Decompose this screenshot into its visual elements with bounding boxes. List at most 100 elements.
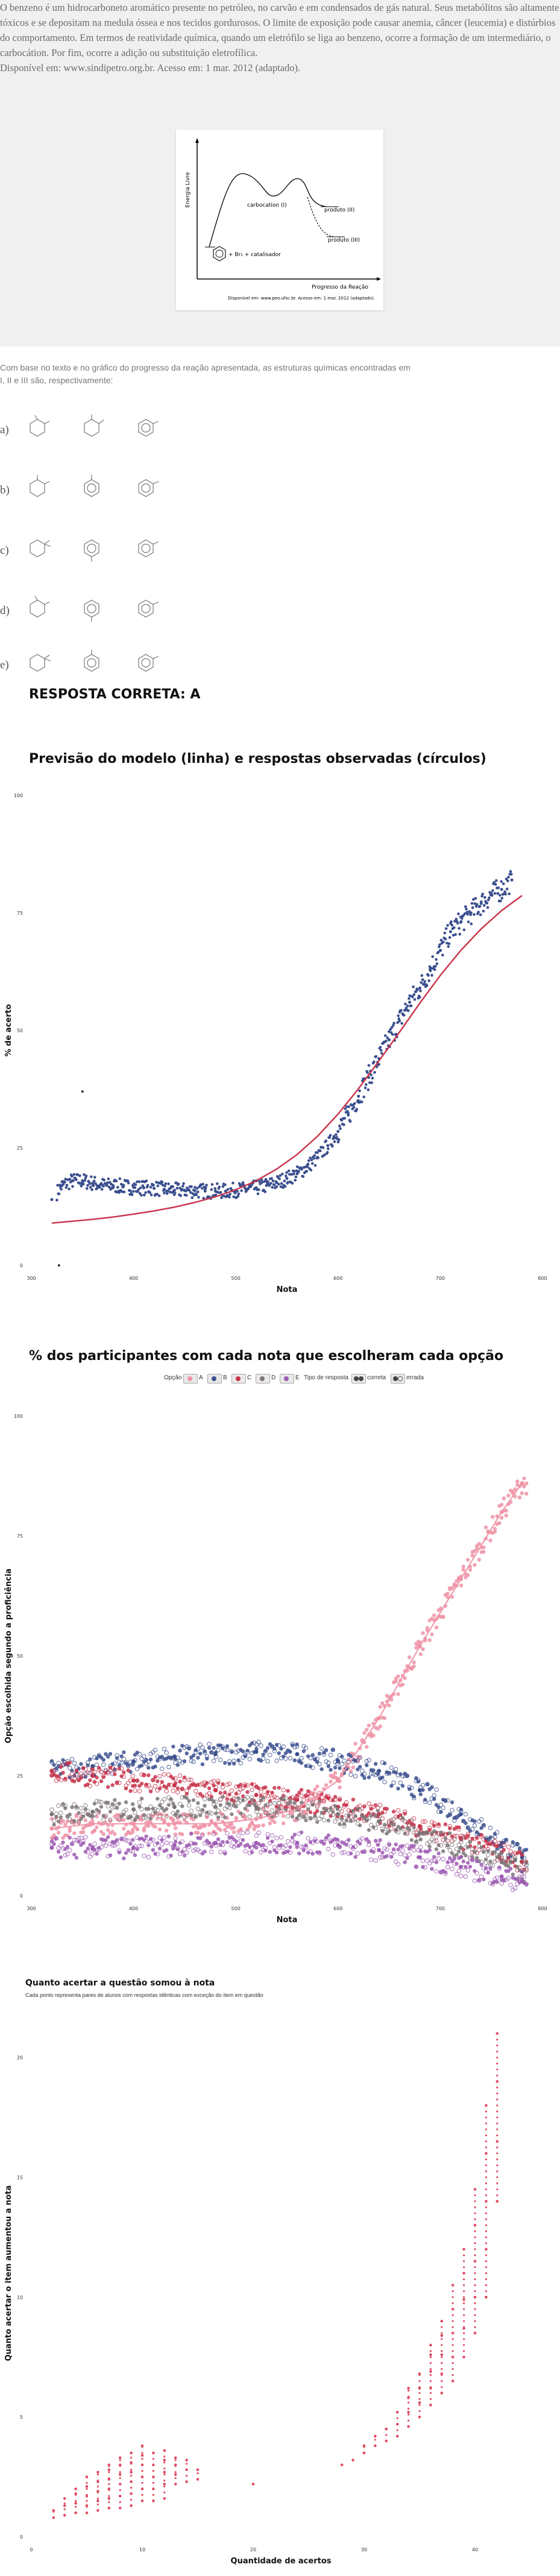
- observed-point: [213, 1189, 217, 1193]
- legend-swatch-e: [280, 1374, 294, 1384]
- option-b-point: [364, 1759, 369, 1764]
- option-c-point: [443, 1822, 448, 1826]
- option-b-point: [241, 1749, 245, 1753]
- alternative-a[interactable]: a): [0, 413, 560, 449]
- option-a-point: [378, 1705, 382, 1709]
- option-d-point: [256, 1813, 261, 1817]
- option-c-point: [146, 1773, 151, 1778]
- alternative-c-structures: [30, 539, 159, 562]
- contribution-point: [485, 2242, 488, 2245]
- option-d-point: [101, 1817, 106, 1822]
- option-b-point: [312, 1757, 318, 1761]
- option-c-point: [227, 1781, 232, 1787]
- option-e-point: [450, 1866, 455, 1872]
- option-e-point: [175, 1846, 180, 1851]
- option-e-point: [126, 1848, 130, 1852]
- observed-point: [173, 1191, 177, 1195]
- option-e-point: [87, 1854, 93, 1860]
- observed-point: [180, 1188, 184, 1191]
- option-e-point: [151, 1837, 156, 1842]
- observed-point: [470, 901, 474, 905]
- option-a-point: [290, 1811, 295, 1816]
- option-d-point: [371, 1825, 376, 1829]
- chart1-ytick: 0: [20, 1263, 23, 1268]
- observed-point: [448, 936, 451, 939]
- observed-point: [423, 980, 426, 983]
- option-e-point: [58, 1855, 63, 1860]
- contribution-point: [429, 2380, 432, 2383]
- observed-point: [279, 1185, 283, 1188]
- option-d-point: [272, 1800, 277, 1806]
- option-c-point: [272, 1785, 277, 1790]
- option-a-point: [256, 1823, 261, 1828]
- option-c-point: [297, 1790, 301, 1795]
- option-c-point: [497, 1840, 502, 1846]
- option-b-point: [236, 1758, 241, 1763]
- option-b-point: [121, 1757, 127, 1761]
- observed-point: [181, 1185, 184, 1188]
- alternative-a-structures: [30, 415, 159, 437]
- contribution-point: [441, 2380, 443, 2383]
- option-d-point: [200, 1808, 205, 1812]
- option-b-point: [126, 1764, 131, 1769]
- observed-point: [431, 955, 434, 958]
- observed-point: [367, 1088, 370, 1091]
- option-d-point: [398, 1826, 403, 1831]
- option-d-point: [369, 1814, 373, 1818]
- option-d-point: [223, 1815, 227, 1820]
- observed-point: [412, 993, 416, 996]
- option-c-point: [157, 1786, 162, 1791]
- contribution-point: [463, 2326, 465, 2328]
- option-e-point: [135, 1847, 139, 1852]
- option-a-point: [268, 1821, 272, 1826]
- option-e-point: [191, 1848, 196, 1854]
- option-b-point: [79, 1762, 83, 1766]
- option-b-point: [269, 1744, 275, 1749]
- option-b-point: [124, 1760, 128, 1765]
- option-d-point: [83, 1803, 88, 1808]
- option-c-point: [58, 1765, 63, 1769]
- observed-point: [256, 1192, 260, 1196]
- observed-point: [122, 1185, 125, 1188]
- contribution-point: [496, 2182, 499, 2184]
- option-d-point: [260, 1807, 266, 1811]
- option-e-point: [427, 1848, 432, 1852]
- alternative-c[interactable]: c): [0, 533, 560, 569]
- chart3-xtick: 0: [30, 2547, 33, 2552]
- observed-point: [297, 1170, 300, 1173]
- option-b-point: [220, 1744, 225, 1749]
- alternative-d[interactable]: d): [0, 594, 560, 630]
- option-b-point: [524, 1847, 529, 1852]
- option-b-point: [265, 1746, 270, 1750]
- contribution-point: [496, 2170, 499, 2173]
- contribution-point: [474, 2314, 476, 2316]
- alternative-e[interactable]: e): [0, 648, 560, 684]
- option-d-point: [283, 1807, 288, 1811]
- alternative-b[interactable]: b): [0, 473, 560, 509]
- option-c-point: [321, 1799, 327, 1804]
- option-d-point: [412, 1825, 416, 1830]
- contribution-point: [485, 2158, 488, 2161]
- option-e-point: [77, 1840, 81, 1844]
- observed-point: [316, 1151, 319, 1155]
- observed-point: [441, 953, 444, 957]
- option-d-point: [133, 1817, 137, 1822]
- option-b-point: [209, 1750, 214, 1755]
- option-b-point: [445, 1798, 450, 1803]
- option-e-point: [236, 1833, 241, 1838]
- option-b-point: [490, 1836, 495, 1841]
- chart1-xlabel: Nota: [277, 1285, 298, 1294]
- option-e-point: [61, 1840, 65, 1844]
- observed-point: [477, 910, 480, 914]
- option-e-point: [278, 1835, 284, 1840]
- option-b-point: [308, 1764, 313, 1769]
- option-b-point: [499, 1840, 504, 1845]
- option-c-point: [337, 1796, 342, 1801]
- option-e-point: [186, 1844, 192, 1850]
- option-d-point: [395, 1830, 401, 1835]
- option-e-point: [263, 1846, 268, 1851]
- observed-point: [363, 1086, 367, 1089]
- option-a-point: [365, 1744, 369, 1749]
- chart3-ylabel: Quanto acertar o item aumentou a nota: [4, 2186, 13, 2361]
- observed-point: [458, 927, 461, 930]
